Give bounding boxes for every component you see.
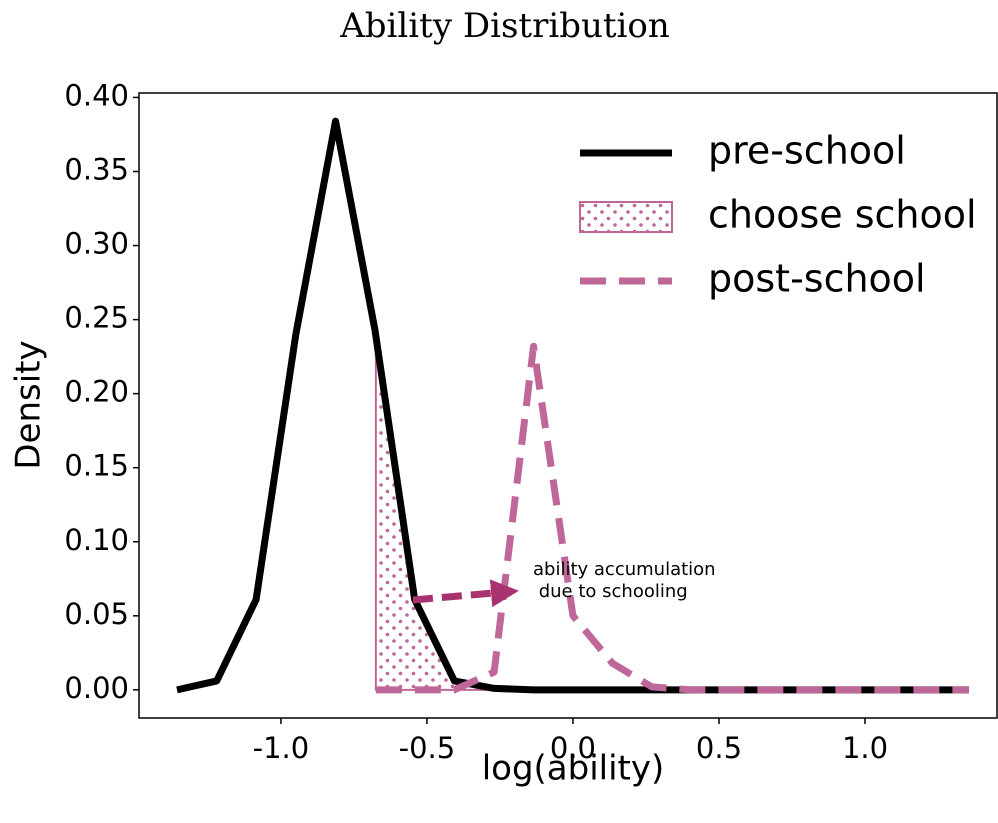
y-axis-label: Density — [9, 340, 49, 469]
x-tick-label: 0.0 — [550, 731, 596, 765]
y-tick-label: 0.40 — [64, 78, 129, 112]
legend-label: pre-school — [708, 129, 906, 173]
y-tick-label: 0.05 — [64, 597, 129, 631]
annotation-arrow — [412, 579, 519, 608]
y-tick-label: 0.30 — [64, 227, 129, 261]
x-tick-label: 0.5 — [696, 731, 742, 765]
y-tick-label: 0.10 — [64, 523, 129, 557]
axes-frame — [138, 92, 998, 719]
y-tick-label: 0.20 — [64, 375, 129, 409]
x-axis-label: log(ability) — [482, 749, 665, 789]
annotation: ability accumulation due to schooling — [533, 559, 716, 602]
x-tick-label: -1.0 — [253, 731, 310, 765]
x-tick-label: 1.0 — [842, 731, 888, 765]
x-tick-label: -0.5 — [399, 731, 456, 765]
y-tick-label: 0.35 — [64, 152, 129, 186]
legend-swatch — [579, 201, 673, 233]
chart-title: Ability Distribution — [339, 6, 670, 46]
legend-label: post-school — [708, 257, 926, 301]
legend-label: choose school — [708, 193, 977, 237]
line — [375, 342, 969, 694]
y-tick-label: 0.00 — [64, 671, 129, 705]
plot-area — [176, 117, 969, 694]
y-tick-label: 0.15 — [64, 449, 129, 483]
y-tick-label: 0.25 — [64, 301, 129, 335]
